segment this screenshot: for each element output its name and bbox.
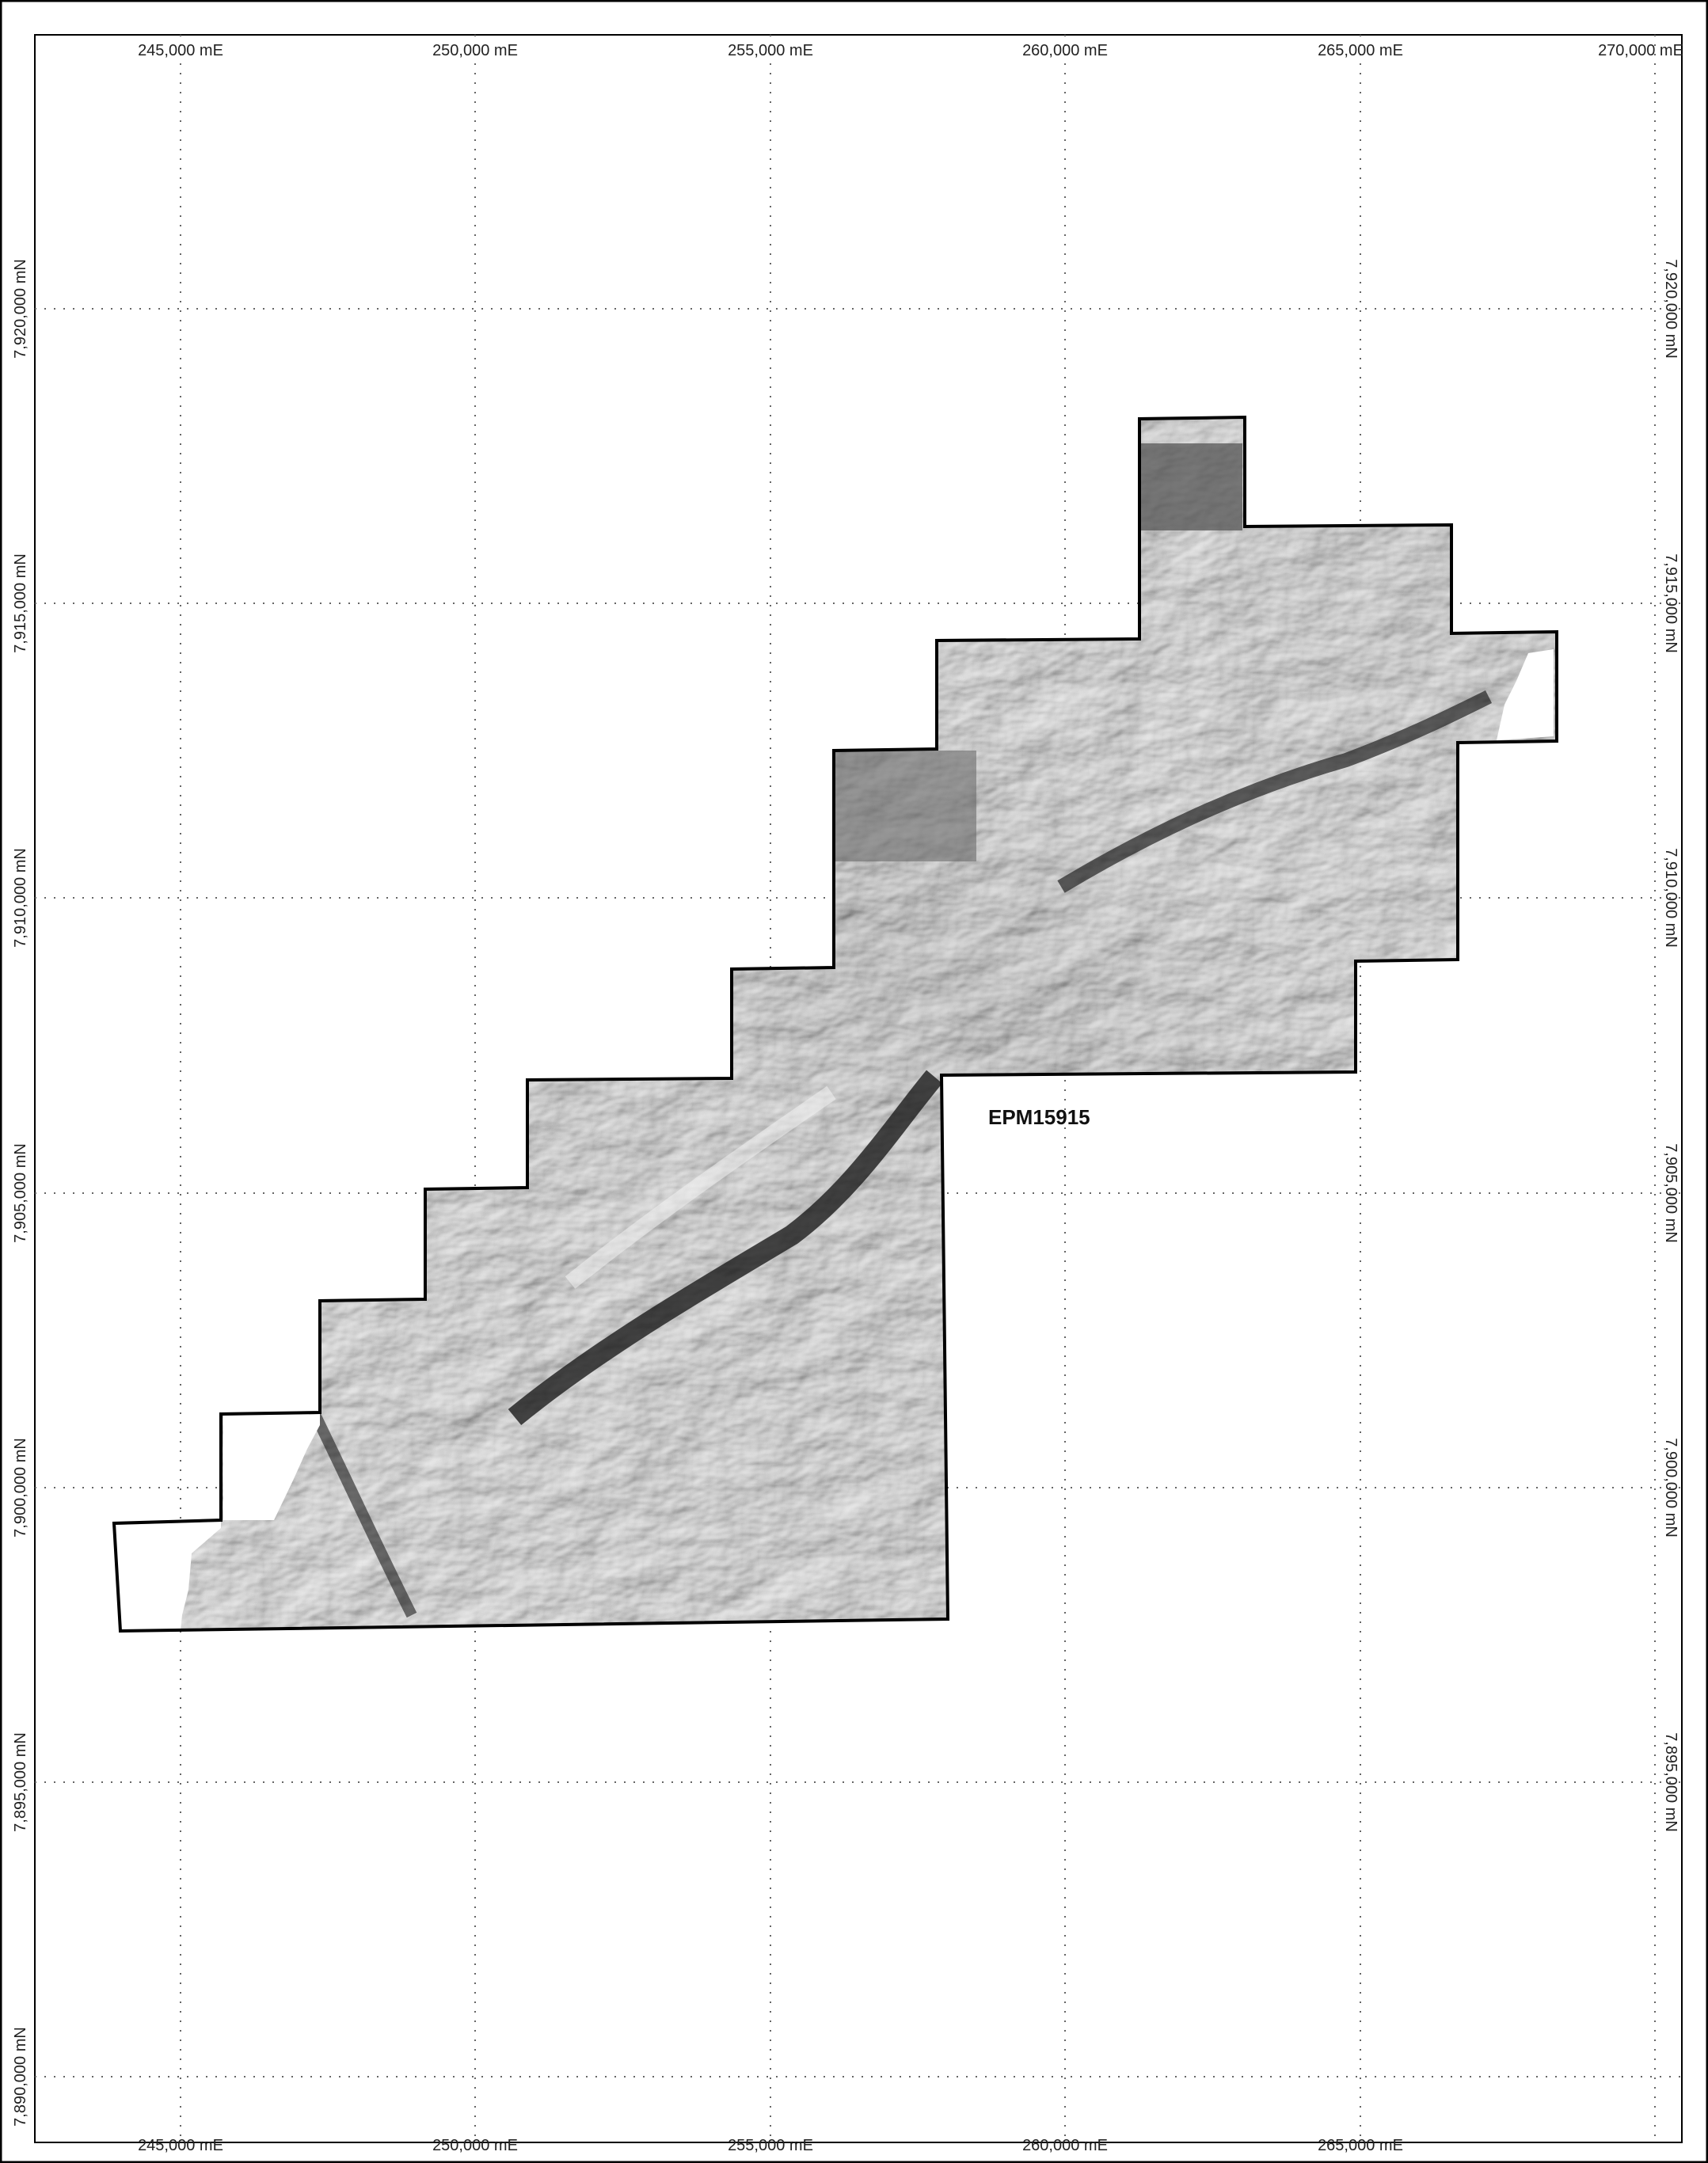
easting-label: 255,000 mE bbox=[728, 2137, 813, 2154]
easting-label: 260,000 mE bbox=[1022, 42, 1108, 59]
easting-label: 245,000 mE bbox=[138, 2137, 223, 2154]
tenement-boundary[interactable] bbox=[112, 415, 1558, 1633]
map-frame bbox=[34, 34, 1683, 2143]
easting-label: 255,000 mE bbox=[728, 42, 813, 59]
easting-label: 265,000 mE bbox=[1318, 2137, 1403, 2154]
northing-label: 7,895,000 mN bbox=[12, 1732, 29, 1832]
northing-label: 7,890,000 mN bbox=[12, 2027, 29, 2127]
easting-labels-top: 245,000 mE 250,000 mE 255,000 mE 260,000… bbox=[138, 42, 1683, 59]
easting-label: 265,000 mE bbox=[1318, 42, 1403, 59]
relief-imagery bbox=[114, 417, 1557, 1631]
easting-label: 250,000 mE bbox=[432, 2137, 518, 2154]
easting-label: 250,000 mE bbox=[432, 42, 518, 59]
northing-label: 7,910,000 mN bbox=[1662, 848, 1679, 948]
northing-label: 7,895,000 mN bbox=[1662, 1732, 1679, 1832]
flat-area bbox=[1139, 443, 1242, 530]
ridge-shadow bbox=[1057, 690, 1493, 893]
flat-area bbox=[834, 751, 976, 861]
easting-label: 270,000 mE bbox=[1598, 42, 1683, 59]
northing-label: 7,920,000 mN bbox=[12, 259, 29, 359]
northing-label: 7,905,000 mN bbox=[1662, 1143, 1679, 1243]
northing-labels-left: 7,920,000 mN 7,915,000 mN 7,910,000 mN 7… bbox=[12, 259, 29, 2127]
no-data-area bbox=[116, 649, 1554, 1631]
tenement-label: EPM15915 bbox=[988, 1105, 1090, 1129]
easting-label: 260,000 mE bbox=[1022, 2137, 1108, 2154]
northing-label: 7,915,000 mN bbox=[12, 553, 29, 653]
northing-labels-right: 7,920,000 mN 7,915,000 mN 7,910,000 mN 7… bbox=[1662, 259, 1679, 1832]
northing-label: 7,920,000 mN bbox=[1662, 259, 1679, 359]
northing-label: 7,900,000 mN bbox=[12, 1438, 29, 1538]
northing-label: 7,915,000 mN bbox=[1662, 553, 1679, 653]
northing-label: 7,910,000 mN bbox=[12, 848, 29, 948]
northing-label: 7,905,000 mN bbox=[12, 1143, 29, 1243]
northing-label: 7,900,000 mN bbox=[1662, 1438, 1679, 1538]
ridge-highlight bbox=[565, 1085, 836, 1289]
ridge-shadow bbox=[508, 1070, 942, 1426]
easting-label: 245,000 mE bbox=[138, 42, 223, 59]
easting-labels-bottom: 245,000 mE 250,000 mE 255,000 mE 260,000… bbox=[138, 2137, 1403, 2154]
